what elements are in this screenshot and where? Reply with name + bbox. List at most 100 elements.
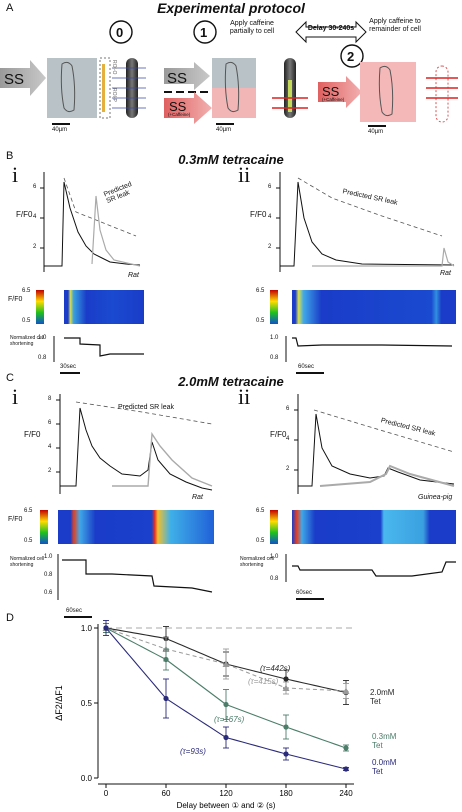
- b-ii-tick-4: 4: [268, 214, 272, 220]
- ss-caffeine-arrow-1: [164, 92, 212, 124]
- panel-a-title: Experimental protocol: [157, 0, 305, 16]
- c-i-tick-8: 8: [48, 396, 52, 402]
- step0-num: 0: [116, 25, 124, 40]
- b-i-scalebar: [60, 372, 80, 374]
- c-ii-heat-tick-bottom: 0.5: [256, 538, 265, 544]
- series-label: 2.0mM: [370, 688, 395, 697]
- panel-c-ii-trace: [294, 394, 455, 494]
- c-ii-heatmap-scale: [270, 510, 278, 544]
- roi-box: [99, 57, 111, 119]
- panel-b-title: 0.3mM tetracaine: [178, 152, 284, 167]
- c-i-short-label: Normalized cell shortening: [10, 556, 45, 568]
- b-ii-species: Rat: [440, 270, 451, 277]
- b-i-heat-label: F/F0: [8, 296, 23, 303]
- step1-ss: SS: [167, 70, 188, 87]
- x-tick-label: 60: [162, 789, 171, 798]
- y-tick-label: 0.0: [81, 774, 93, 783]
- series-label: 0.0mM: [372, 758, 397, 767]
- step2-circle: [340, 44, 364, 68]
- panel-d-chart: 0.0 0.5 1.0 0 60 120 180 240 Delay between ① and…: [54, 620, 397, 810]
- b-ii-heat-tick-top: 6.5: [256, 288, 265, 294]
- panel-b-i-trace: [40, 172, 141, 272]
- b-ii-heat-tick-bottom: 0.5: [256, 318, 265, 324]
- c-i-scalebar: [64, 616, 92, 618]
- panel-c-i-label: i: [12, 384, 19, 409]
- delay-text: Delay 30-240s: [307, 25, 355, 32]
- b-ii-tick-2: 2: [268, 244, 272, 250]
- tau-label: (τ=93s): [180, 747, 206, 756]
- cell-cylinder-2: [435, 65, 449, 123]
- b-i-heat-tick-bottom: 0.5: [22, 318, 31, 324]
- c-i-short-tick-1: 1.0: [44, 554, 53, 560]
- data-point: [343, 745, 349, 751]
- y-axis-label: ΔF2/ΔF1: [54, 685, 64, 721]
- series-label: Tet: [370, 697, 381, 706]
- data-point: [163, 656, 169, 663]
- x-tick-label: 180: [279, 789, 293, 798]
- data-point: [103, 625, 109, 631]
- c-ii-short-label: Normalized cell shortening: [240, 556, 275, 568]
- c-ii-ylabel: F/F0: [270, 430, 287, 439]
- b-ii-scalebar: [296, 372, 324, 374]
- data-point: [283, 724, 289, 730]
- c-i-species: Rat: [192, 494, 203, 501]
- step0-ss: SS: [4, 71, 25, 88]
- b-i-tick-2: 2: [33, 244, 37, 250]
- c-i-shortening: [57, 554, 213, 600]
- b-ii-tick-6: 6: [268, 184, 272, 190]
- panel-b-ii-label: ii: [238, 162, 251, 187]
- c-i-tick-4: 4: [48, 444, 52, 450]
- series-label: 0.3mM: [372, 732, 397, 741]
- step2-caffeine: (+Caffeine): [322, 97, 345, 102]
- c-ii-tick-2: 2: [286, 466, 290, 472]
- c-i-tick-6: 6: [48, 420, 52, 426]
- y-tick-label: 0.5: [81, 699, 93, 708]
- ss-arrow-1: [164, 62, 210, 90]
- c-ii-species: Guinea-pig: [418, 494, 453, 501]
- b-i-short-tick-1: 1.0: [38, 335, 47, 341]
- panel-d-letter: D: [6, 612, 14, 624]
- step0-roi-p: ROI-P: [111, 88, 117, 102]
- tau-label: (τ=167s): [214, 715, 245, 724]
- data-point: [343, 766, 349, 772]
- panel-b-i-label: i: [12, 162, 19, 187]
- b-i-tick-4: 4: [33, 214, 37, 220]
- b-i-heatmap-scale: [36, 290, 44, 324]
- c-i-ylabel: F/F0: [24, 430, 41, 439]
- b-i-species: Rat: [128, 272, 139, 279]
- tau-label: (τ=415s): [248, 677, 279, 686]
- b-i-tick-6: 6: [33, 184, 37, 190]
- c-ii-shortening: [285, 554, 456, 582]
- data-point: [283, 751, 289, 757]
- b-i-short-label: Normalized cell shortening: [10, 335, 45, 347]
- series-line: [105, 627, 347, 692]
- cell-image-1: [212, 58, 256, 88]
- step0-circle: [109, 20, 133, 44]
- step2-ss: SS: [322, 84, 340, 99]
- series-label: Tet: [372, 767, 383, 776]
- c-i-short-tick-06: 0.6: [44, 590, 53, 596]
- b-ii-heatmap-scale: [270, 290, 278, 324]
- c-ii-tick-4: 4: [286, 436, 290, 442]
- x-tick-label: 0: [104, 789, 109, 798]
- b-ii-ylabel: F/F0: [250, 210, 267, 219]
- step1-caffeine: (+Caffeine): [168, 112, 191, 117]
- c-i-short-tick-08: 0.8: [44, 572, 53, 578]
- b-ii-short-tick-1: 1.0: [270, 335, 279, 341]
- tau-label: (τ=442s): [260, 664, 291, 673]
- ss-arrow-0: [0, 60, 46, 96]
- b-ii-heatmap: [292, 290, 456, 324]
- x-axis-label: Delay between ① and ② (s): [177, 801, 276, 810]
- c-i-heat-tick-top: 6.5: [24, 508, 33, 514]
- b-i-scale-text: 30sec: [60, 364, 77, 370]
- step2-num: 2: [347, 49, 355, 64]
- panel-b-letter: B: [6, 150, 14, 162]
- b-i-heat-tick-top: 6.5: [22, 288, 31, 294]
- data-point: [283, 676, 289, 682]
- c-ii-short-tick-08: 0.8: [270, 576, 279, 582]
- step2-scale: 40µm: [368, 129, 384, 135]
- data-point: [342, 687, 350, 694]
- c-ii-heat-tick-top: 6.5: [256, 508, 265, 514]
- data-point: [223, 734, 229, 741]
- b-i-heatmap: [64, 290, 144, 324]
